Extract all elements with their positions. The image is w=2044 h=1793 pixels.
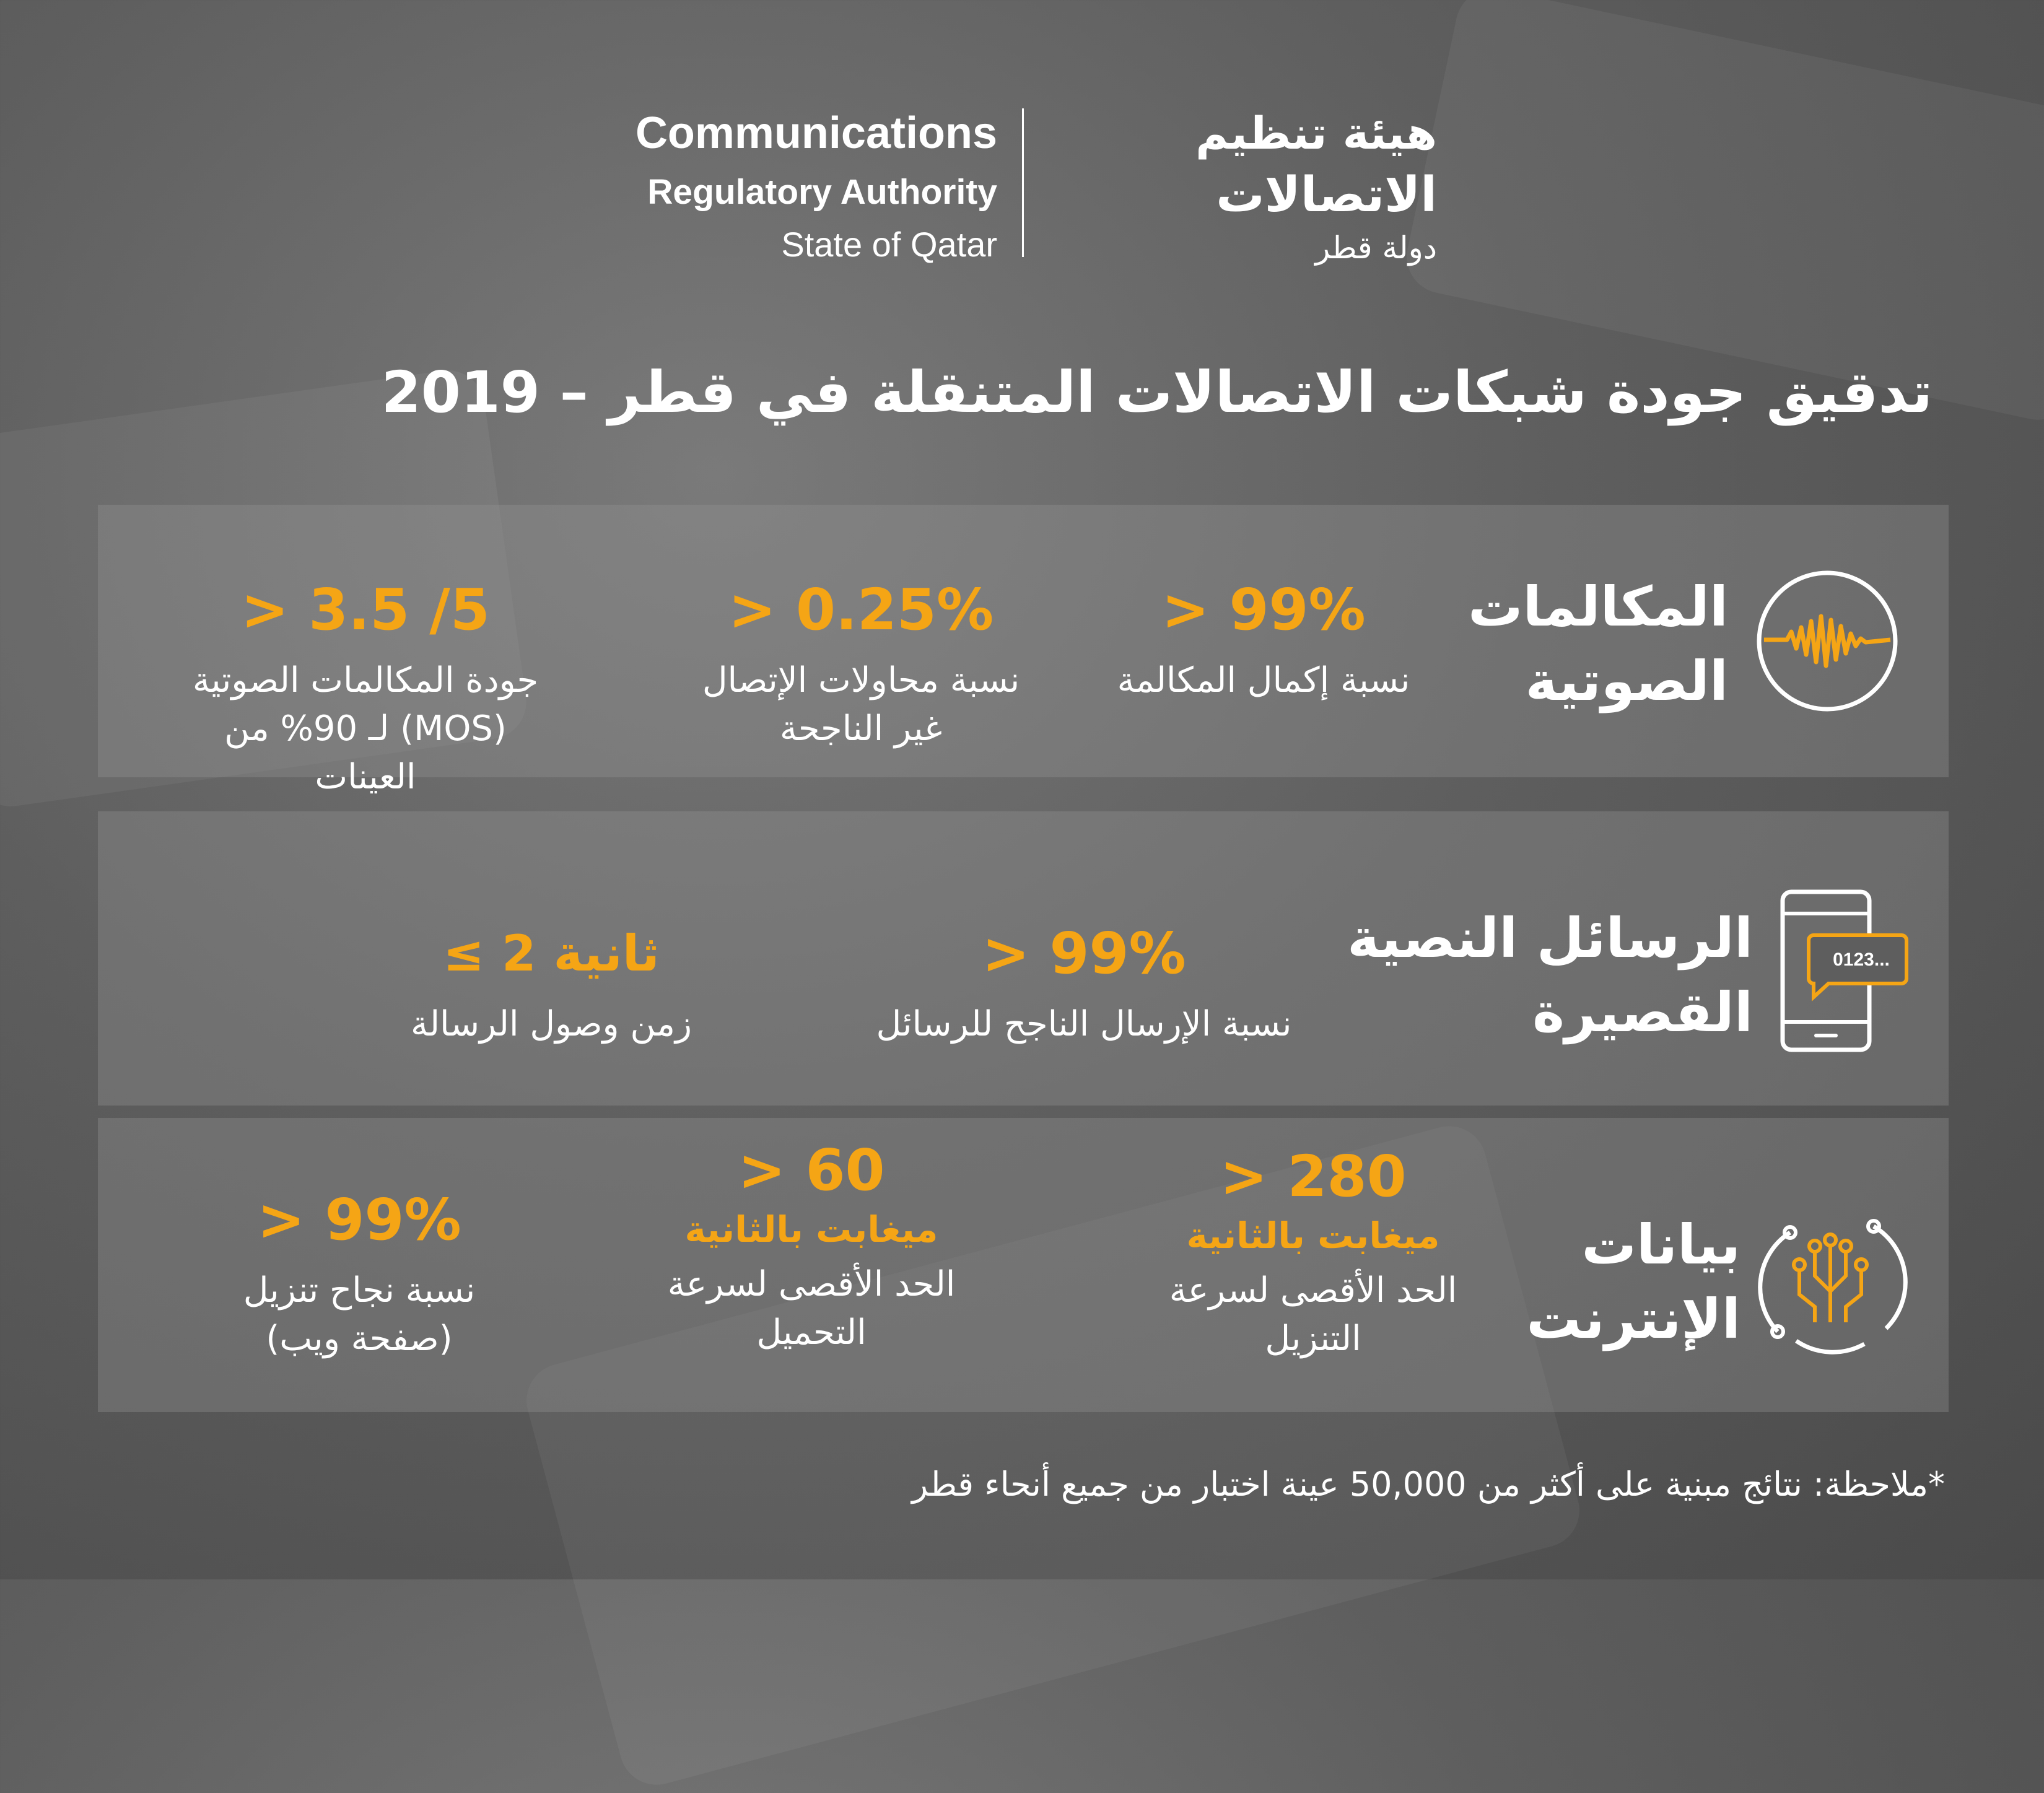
metric-label: غير الناجحة <box>779 709 943 749</box>
metric-label: الحد الأقصى لسرعة <box>1169 1270 1457 1311</box>
metric-label: زمن وصول الرسالة <box>410 1004 692 1044</box>
metric-value: > 3.5 /5 <box>241 577 490 643</box>
sms-metric-delivery-time: ≤ 2 ثانية زمن وصول الرسالة <box>359 920 743 1049</box>
voice-title-line1: المكالمات <box>1468 575 1728 639</box>
metric-value: > 60 <box>738 1137 885 1203</box>
internet-metric-upload: > 60 ميغابت بالثانية الحد الأقصى لسرعة ا… <box>619 1136 1003 1357</box>
metric-label: الحد الأقصى لسرعة <box>667 1264 956 1304</box>
internet-metric-download: > 280 ميغابت بالثانية الحد الأقصى لسرعة … <box>1121 1143 1505 1363</box>
voice-panel <box>98 505 1949 777</box>
voice-metric-failed-attempts: > 0.25% نسبة محاولات الإتصال غير الناجحة <box>669 576 1053 753</box>
metric-value: ≤ 2 ثانية <box>443 925 660 982</box>
voice-title-line2: الصوتية <box>1525 649 1728 713</box>
internet-title: بيانات الإنترنت <box>1425 1208 1740 1356</box>
voice-metric-completion: > 99% نسبة إكمال المكالمة <box>1072 576 1456 705</box>
bubble-text: 0123... <box>1833 949 1890 970</box>
internet-title-line2: الإنترنت <box>1526 1287 1740 1351</box>
metric-label: التنزيل <box>1265 1319 1361 1359</box>
logo-ar-line1: هيئة تنظيم <box>1195 107 1437 159</box>
logo-en-line3: State of Qatar <box>781 225 997 264</box>
metric-label: التحميل <box>756 1312 867 1353</box>
internet-panel <box>98 1118 1949 1412</box>
internet-title-line1: بيانات <box>1581 1213 1740 1276</box>
metric-label: نسبة محاولات الإتصال <box>702 660 1020 700</box>
metric-label: نسبة الإرسال الناجح للرسائل <box>876 1004 1292 1044</box>
sms-title-line1: الرسائل النصية <box>1347 906 1753 970</box>
metric-unit: ميغابت بالثانية <box>1186 1215 1440 1257</box>
logo-ar-line2: الاتصالات <box>1216 167 1437 223</box>
metric-value: > 280 <box>1220 1143 1407 1210</box>
voice-title: المكالمات الصوتية <box>1394 570 1728 718</box>
sms-panel <box>98 811 1949 1106</box>
metric-unit: ميغابت بالثانية <box>684 1208 938 1250</box>
metric-value: > 99% <box>257 1187 461 1253</box>
logo-en-line1: Communications <box>635 108 997 158</box>
logo-ar-line3: دولة قطر <box>1315 230 1437 266</box>
internet-metric-web-success: > 99% نسبة نجاح تنزيل (صفحة ويب) <box>167 1186 551 1363</box>
logo-en-line2: Regulatory Authority <box>647 172 997 212</box>
metric-label: نسبة نجاح تنزيل <box>243 1270 476 1311</box>
circuit-brain-icon <box>1758 1219 1908 1355</box>
cra-logo: Communications Regulatory Authority Stat… <box>613 102 1437 269</box>
metric-value: > 99% <box>982 920 1186 987</box>
footnote: *ملاحظة: نتائج مبنية على أكثر من 50,000 … <box>912 1465 1945 1504</box>
metric-label: (MOS) لـ 90% من العينات <box>224 709 507 797</box>
metric-value: > 0.25% <box>728 577 994 643</box>
sms-title: الرسائل النصية القصيرة <box>1332 901 1753 1050</box>
metric-label: جودة المكالمات الصوتية <box>192 660 539 700</box>
metric-label: (صفحة ويب) <box>266 1319 453 1359</box>
sms-title-line2: القصيرة <box>1532 980 1753 1044</box>
logo-english: Communications Regulatory Authority Stat… <box>635 102 997 269</box>
smartphone-message-icon: 0123... <box>1780 889 1908 1052</box>
metric-label: نسبة إكمال المكالمة <box>1117 660 1410 700</box>
logo-arabic: هيئة تنظيم الاتصالات دولة قطر <box>1041 102 1437 269</box>
metric-value: > 99% <box>1161 577 1366 643</box>
sms-metric-success: > 99% نسبة الإرسال الناجح للرسائل <box>830 920 1338 1049</box>
page-title: تدقيق جودة شبكات الاتصالات المتنقلة في ق… <box>381 359 1933 425</box>
logo-divider <box>1022 108 1024 257</box>
sound-wave-icon <box>1757 570 1898 712</box>
voice-metric-mos: > 3.5 /5 جودة المكالمات الصوتية (MOS) لـ… <box>173 576 557 801</box>
